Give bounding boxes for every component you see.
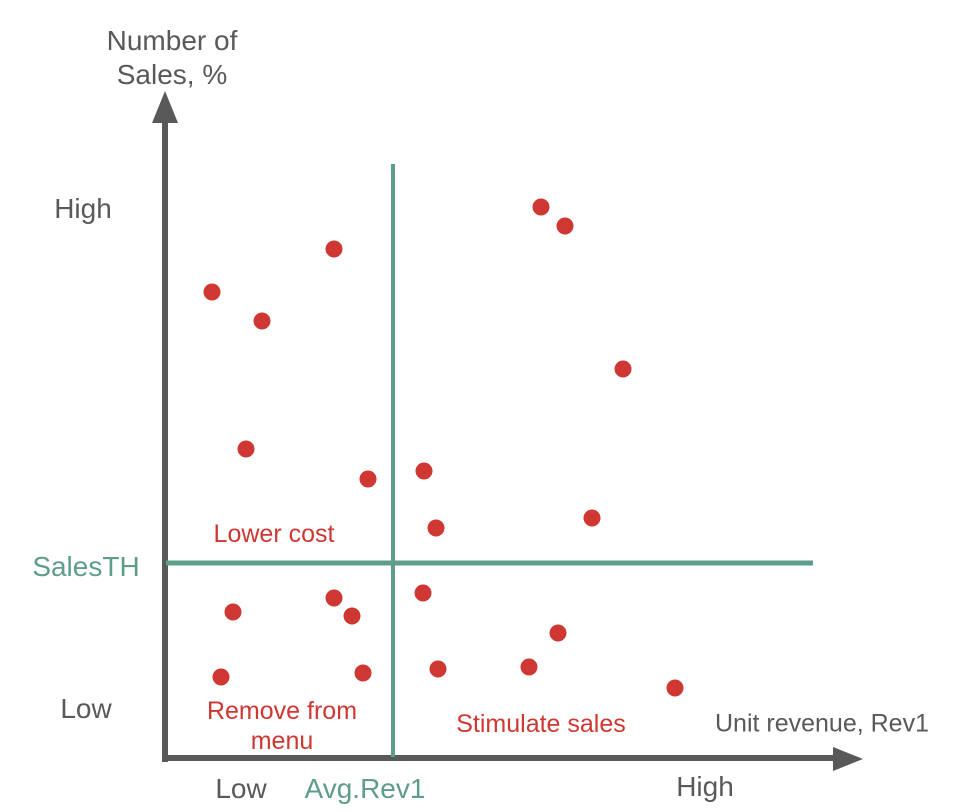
data-point — [427, 519, 445, 537]
data-point — [359, 470, 377, 488]
data-point — [325, 589, 343, 607]
data-point — [532, 198, 550, 216]
x-axis-line — [162, 755, 837, 761]
data-point — [325, 240, 343, 258]
data-point — [224, 603, 242, 621]
quadrant-label-stimulate-sales: Stimulate sales — [456, 710, 626, 738]
data-point — [343, 607, 361, 625]
data-point — [212, 668, 230, 686]
y-axis-arrowhead-icon — [152, 91, 178, 123]
y-tick-salesth: SalesTH — [32, 551, 140, 582]
salesth-threshold-line — [166, 560, 814, 566]
data-point — [520, 658, 538, 676]
data-point — [666, 679, 684, 697]
x-tick-low: Low — [215, 773, 267, 804]
plot-area: Lower cost Remove from menu Stimulate sa… — [165, 100, 860, 759]
quadrant-label-remove-from-menu: Remove from menu — [207, 696, 357, 756]
data-point — [415, 462, 433, 480]
y-axis-title: Number of Sales, % — [107, 24, 238, 92]
quadrant-label-remove-from-menu-line2: menu — [250, 727, 314, 755]
quadrant-label-lower-cost: Lower cost — [213, 520, 335, 548]
y-tick-low: Low — [60, 693, 112, 724]
y-axis-title-line2: Sales, % — [116, 59, 228, 90]
data-point — [429, 660, 447, 678]
x-tick-high: High — [676, 771, 734, 802]
x-tick-avg-rev1: Avg.Rev1 — [304, 773, 426, 804]
quadrant-label-remove-from-menu-line1: Remove from — [206, 697, 358, 725]
data-point — [556, 217, 574, 235]
data-point — [549, 624, 567, 642]
y-axis-title-line1: Number of — [106, 25, 238, 56]
y-tick-high: High — [54, 193, 112, 224]
data-point — [583, 509, 601, 527]
data-point — [203, 283, 221, 301]
data-point — [253, 312, 271, 330]
y-axis-line — [162, 112, 168, 762]
x-axis-arrowhead-icon — [833, 747, 863, 771]
x-axis-title: Unit revenue, Rev1 — [714, 709, 930, 738]
data-point — [354, 664, 372, 682]
avg-rev1-threshold-line — [390, 164, 395, 757]
data-point — [237, 440, 255, 458]
data-point — [614, 360, 632, 378]
data-point — [414, 584, 432, 602]
